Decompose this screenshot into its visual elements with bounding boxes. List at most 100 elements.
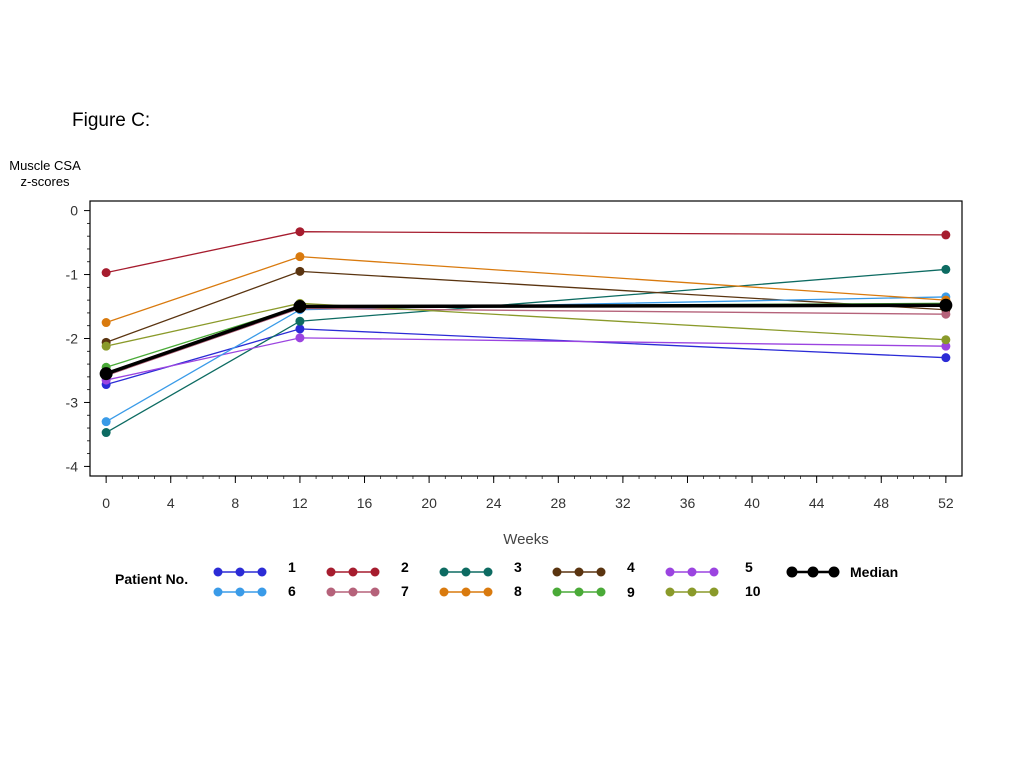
series-3 <box>101 264 951 438</box>
legend-swatch-marker <box>709 587 719 597</box>
legend-swatch-marker <box>370 587 380 597</box>
x-tick-label: 8 <box>231 495 239 511</box>
legend: Patient No. 1 2 3 4 5 6 7 8 9 10 Median <box>115 559 898 600</box>
legend-title: Patient No. <box>115 571 188 587</box>
legend-swatch-marker <box>213 567 223 577</box>
legend-label: 9 <box>627 584 635 600</box>
x-tick-label: 24 <box>486 495 502 511</box>
series-line <box>106 302 946 347</box>
y-axis-label-line-1: Muscle CSA <box>9 158 81 173</box>
legend-swatch-marker <box>439 587 449 597</box>
legend-swatch-marker <box>665 587 675 597</box>
legend-swatch-marker <box>709 567 719 577</box>
y-tick-label: -4 <box>66 458 79 474</box>
legend-swatch-marker <box>235 587 245 597</box>
legend-label: Median <box>850 564 898 580</box>
x-tick-label: 32 <box>615 495 631 511</box>
y-axis-label: Muscle CSA z-scores <box>8 158 82 190</box>
data-point <box>295 252 305 262</box>
data-point <box>941 335 951 345</box>
legend-label: 1 <box>288 559 296 575</box>
legend-swatch-marker <box>596 587 606 597</box>
data-point <box>295 227 305 237</box>
legend-swatch-marker <box>370 567 380 577</box>
legend-swatch-marker <box>483 567 493 577</box>
y-tick-label: -3 <box>66 394 79 410</box>
legend-swatch-marker <box>687 567 697 577</box>
legend-swatch-marker <box>828 566 840 578</box>
data-point <box>941 353 951 363</box>
y-tick-label: 0 <box>70 203 78 219</box>
data-point <box>101 428 111 438</box>
legend-label: 7 <box>401 583 409 599</box>
data-point <box>101 341 111 351</box>
x-tick-label: 12 <box>292 495 308 511</box>
series-1 <box>101 324 951 390</box>
legend-swatch-marker <box>257 587 267 597</box>
legend-swatch-marker <box>483 587 493 597</box>
legend-swatch-marker <box>213 587 223 597</box>
x-tick-label: 44 <box>809 495 825 511</box>
legend-label: 10 <box>745 583 761 599</box>
x-tick-label: 20 <box>421 495 437 511</box>
legend-swatch-marker <box>235 567 245 577</box>
data-point <box>295 324 305 334</box>
series-line <box>106 337 946 381</box>
data-point <box>293 300 307 314</box>
x-tick-label: 0 <box>102 495 110 511</box>
legend-label: 6 <box>288 583 296 599</box>
data-point <box>295 316 305 326</box>
legend-swatch-marker <box>807 566 819 578</box>
data-point <box>99 367 113 381</box>
data-point <box>941 230 951 240</box>
x-tick-label: 52 <box>938 495 954 511</box>
series-5 <box>101 333 951 385</box>
legend-swatch-marker <box>348 567 358 577</box>
series-9 <box>101 298 951 372</box>
legend-label: 3 <box>514 559 522 575</box>
y-axis-label-line-2: z-scores <box>20 174 70 189</box>
series-line <box>106 231 946 274</box>
y-tick-label: -1 <box>66 267 79 283</box>
data-point <box>101 318 111 328</box>
series-7 <box>101 303 951 381</box>
legend-label: 5 <box>745 559 753 575</box>
legend-label: 4 <box>627 559 635 575</box>
x-tick-label: 40 <box>744 495 760 511</box>
legend-swatch-marker <box>552 567 562 577</box>
figure-label: Figure C: <box>72 110 151 131</box>
data-point <box>101 417 111 427</box>
x-tick-label: 4 <box>167 495 175 511</box>
legend-label: 2 <box>401 559 409 575</box>
x-tick-label: 16 <box>357 495 373 511</box>
legend-swatch-marker <box>574 587 584 597</box>
series-2 <box>101 227 951 278</box>
legend-swatch-marker <box>574 567 584 577</box>
data-point <box>941 264 951 274</box>
data-point <box>939 298 953 312</box>
data-point <box>295 266 305 276</box>
legend-swatch-marker <box>786 566 798 578</box>
legend-swatch-marker <box>326 587 336 597</box>
x-tick-label: 28 <box>551 495 567 511</box>
data-point <box>101 268 111 278</box>
data-point <box>941 341 951 351</box>
legend-swatch-marker <box>439 567 449 577</box>
data-point <box>295 333 305 343</box>
series-line <box>105 328 946 386</box>
x-tick-label: 36 <box>680 495 696 511</box>
legend-swatch-marker <box>257 567 267 577</box>
legend-label: 8 <box>514 583 522 599</box>
series-line <box>105 268 946 434</box>
series-median <box>99 298 953 381</box>
x-axis-label: Weeks <box>503 531 549 548</box>
legend-swatch-marker <box>461 567 471 577</box>
legend-swatch-marker <box>687 587 697 597</box>
legend-swatch-marker <box>348 587 358 597</box>
legend-swatch-marker <box>665 567 675 577</box>
legend-swatch-marker <box>461 587 471 597</box>
x-tick-label: 48 <box>873 495 889 511</box>
legend-swatch-marker <box>552 587 562 597</box>
legend-swatch-marker <box>326 567 336 577</box>
